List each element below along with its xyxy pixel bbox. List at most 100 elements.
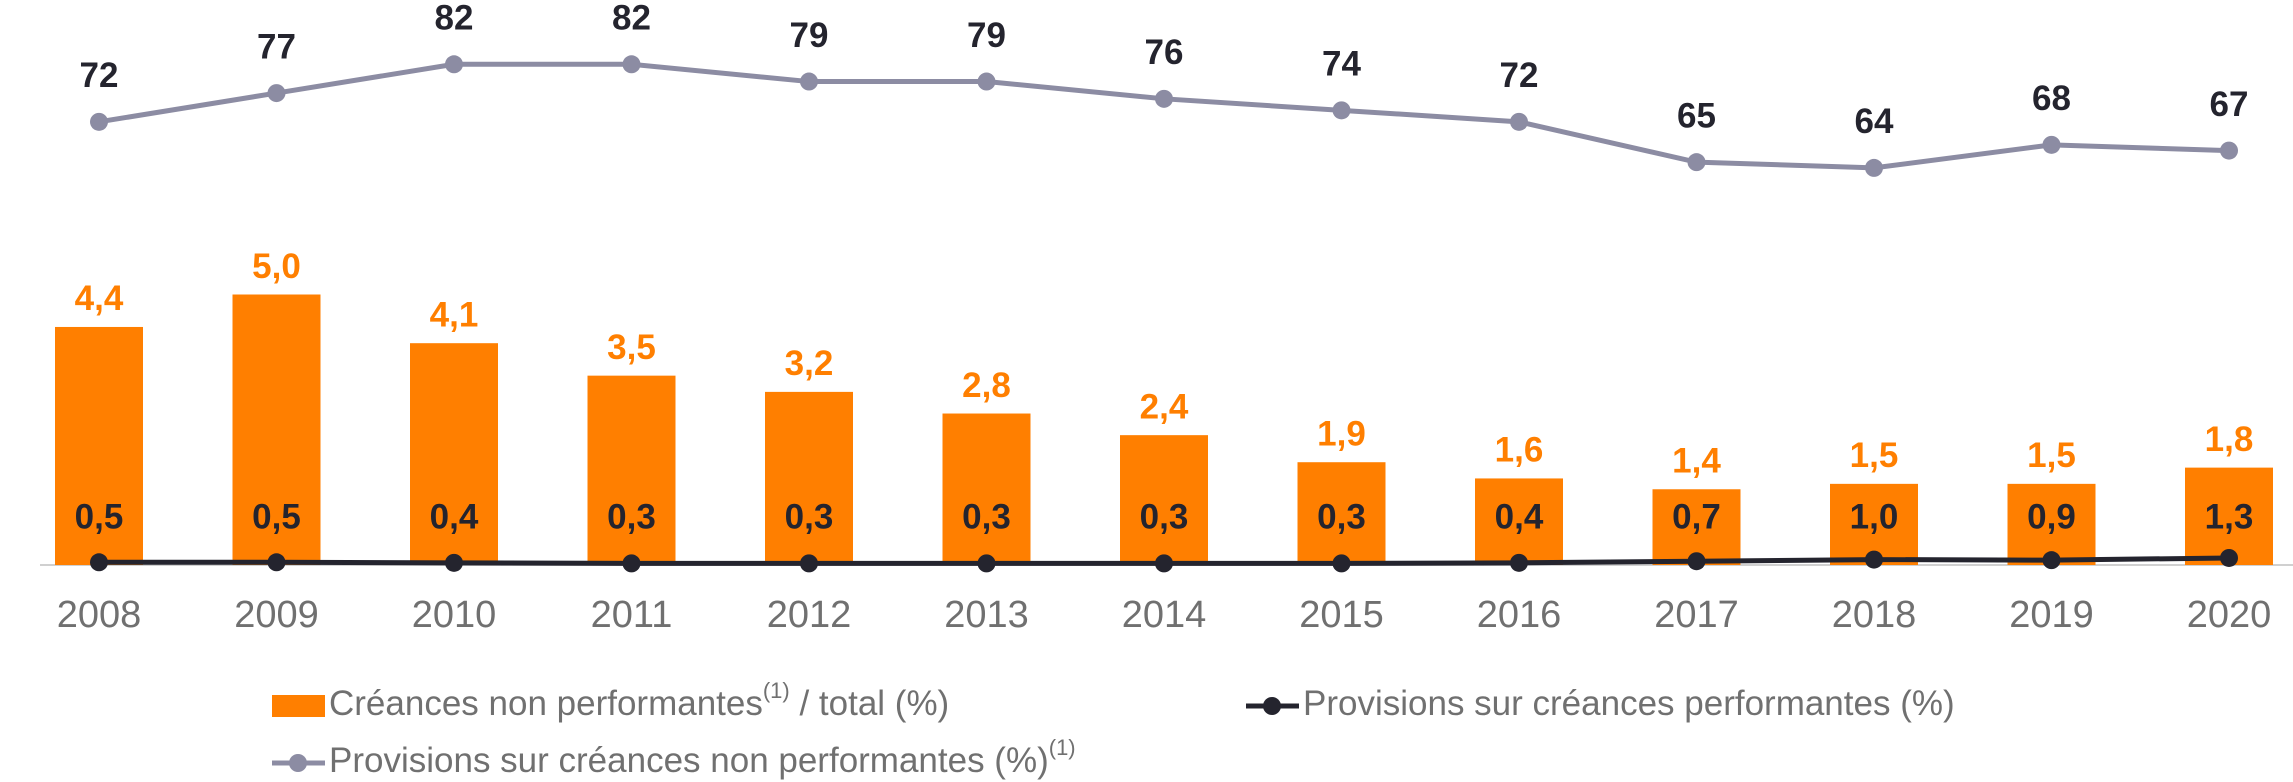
point <box>622 55 641 74</box>
legend-swatch-dot <box>289 754 307 772</box>
point <box>267 553 286 572</box>
x-tick-label: 2019 <box>2009 594 2094 636</box>
bar <box>587 375 676 565</box>
line-value-label: 0,5 <box>75 497 124 536</box>
line-value-label: 0,4 <box>1495 497 1544 536</box>
x-tick-label: 2011 <box>591 594 673 636</box>
bar <box>765 391 853 565</box>
point <box>267 84 286 103</box>
point <box>1510 112 1528 131</box>
line-value-label: 0,9 <box>2027 497 2076 536</box>
line-value-label: 72 <box>80 56 119 95</box>
line-value-label: 0,3 <box>1140 497 1189 536</box>
line-value-label: 0,7 <box>1672 497 1721 536</box>
legend-name: Provisions sur créances non performantes… <box>329 741 1049 780</box>
x-tick-label: 2017 <box>1654 594 1739 636</box>
point <box>445 55 463 74</box>
bar-value-label: 1,5 <box>1850 436 1899 475</box>
point <box>2220 548 2238 567</box>
bar <box>410 343 498 565</box>
bar-value-label: 1,8 <box>2205 420 2254 459</box>
x-tick-label: 2012 <box>767 594 852 636</box>
line-value-label: 76 <box>1145 33 1184 72</box>
line-value-label: 0,3 <box>607 497 656 536</box>
bar-value-label: 4,1 <box>430 295 479 334</box>
line <box>98 61 2230 171</box>
point <box>1510 553 1528 572</box>
legend-item: Provisions sur créances non performantes… <box>272 735 1076 780</box>
line-value-label: 79 <box>967 16 1006 55</box>
legend-label: Provisions sur créances non performantes… <box>329 735 1076 780</box>
bar-value-label: 4,4 <box>75 279 124 318</box>
legend-label: Créances non performantes(1) / total (%) <box>329 678 949 723</box>
point <box>90 112 108 131</box>
line-value-label: 82 <box>435 0 474 38</box>
point <box>445 553 463 572</box>
point <box>1865 158 1883 177</box>
legend-name: Créances non performantes <box>329 684 763 723</box>
line-value-label: 67 <box>2210 85 2249 124</box>
legend-name: Provisions sur créances performantes (%) <box>1303 684 1955 723</box>
legend-swatch-dot <box>1263 697 1281 715</box>
bar-value-label: 5,0 <box>252 247 301 286</box>
point <box>2220 141 2238 160</box>
point <box>1332 554 1351 573</box>
point <box>800 72 818 91</box>
legend-item: Provisions sur créances performantes (%) <box>1246 684 1955 723</box>
point <box>1332 101 1351 120</box>
bar <box>232 294 321 565</box>
point <box>1865 550 1883 569</box>
bar-value-label: 2,4 <box>1140 387 1189 426</box>
point <box>800 554 818 573</box>
line-value-label: 64 <box>1855 102 1894 141</box>
line-value-label: 0,3 <box>785 497 834 536</box>
line-value-label: 1,0 <box>1850 497 1899 536</box>
bar-value-label: 1,6 <box>1495 431 1544 470</box>
line-value-label: 0,4 <box>430 497 479 536</box>
bar-value-label: 1,9 <box>1317 414 1366 453</box>
bar-value-label: 1,5 <box>2027 436 2076 475</box>
legend-footnote: (1) <box>1049 735 1076 760</box>
point <box>2042 135 2061 154</box>
x-tick-label: 2008 <box>57 594 142 636</box>
line-value-label: 82 <box>612 0 651 38</box>
line-value-label: 74 <box>1322 45 1361 84</box>
x-tick-label: 2009 <box>234 594 319 636</box>
bar-value-label: 2,8 <box>962 366 1011 405</box>
point <box>1687 552 1706 571</box>
point <box>1155 554 1173 573</box>
bar <box>1297 462 1386 565</box>
legend-item: Créances non performantes(1) / total (%) <box>272 678 949 723</box>
point <box>622 554 641 573</box>
x-tick-label: 2016 <box>1477 594 1562 636</box>
legend-swatch <box>272 695 325 717</box>
point <box>1687 153 1706 172</box>
bar <box>55 326 143 565</box>
point <box>1155 89 1173 108</box>
line-value-label: 72 <box>1500 56 1539 95</box>
line-value-label: 0,3 <box>1317 497 1366 536</box>
x-tick-label: 2013 <box>944 594 1029 636</box>
point <box>90 553 108 572</box>
legend-label: Provisions sur créances performantes (%) <box>1303 684 1955 723</box>
legend-footnote: (1) <box>763 678 790 703</box>
x-tick-label: 2015 <box>1299 594 1384 636</box>
point <box>977 72 996 91</box>
bar <box>942 413 1031 565</box>
bar <box>1120 435 1208 565</box>
bar <box>1475 478 1563 565</box>
bar-value-label: 3,5 <box>607 328 656 367</box>
x-tick-label: 2010 <box>412 594 497 636</box>
x-tick-label: 2020 <box>2187 594 2272 636</box>
legend-name-end: / total (%) <box>790 684 949 723</box>
x-tick-label: 2018 <box>1832 594 1917 636</box>
line-value-label: 77 <box>257 27 296 66</box>
line-value-label: 0,5 <box>252 497 301 536</box>
point <box>977 554 996 573</box>
x-tick-label: 2014 <box>1122 594 1207 636</box>
line-value-label: 1,3 <box>2205 497 2254 536</box>
bar-value-label: 3,2 <box>785 344 834 383</box>
point <box>2042 551 2061 570</box>
line-value-label: 65 <box>1677 96 1716 135</box>
